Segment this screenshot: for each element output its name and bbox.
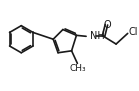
Text: O: O <box>104 20 111 30</box>
Text: Cl: Cl <box>129 27 138 37</box>
Text: CH₃: CH₃ <box>69 64 86 73</box>
Text: NH: NH <box>90 31 105 41</box>
